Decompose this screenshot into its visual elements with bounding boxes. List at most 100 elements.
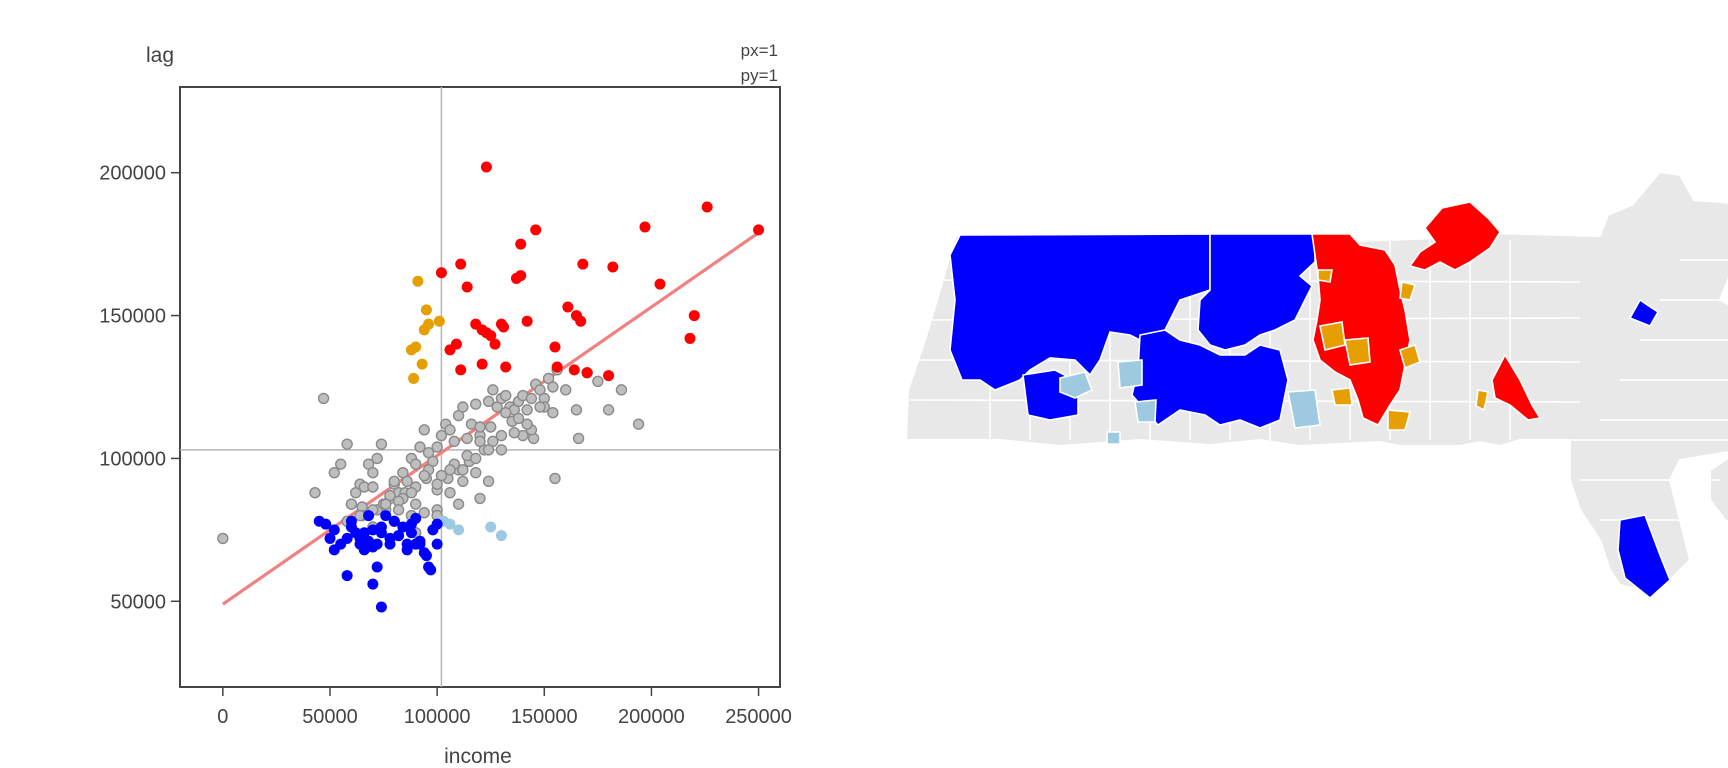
not-significant-point: [570, 404, 583, 416]
not-significant-point: [448, 435, 460, 447]
high-high-point: [489, 338, 501, 350]
not-significant-point: [470, 398, 482, 410]
high-low-point: [495, 530, 507, 542]
not-significant-point: [392, 504, 405, 516]
high-high-point: [684, 332, 696, 344]
low-high-point: [420, 304, 432, 316]
not-significant-point: [418, 507, 430, 519]
low-high-point: [408, 372, 420, 384]
low-high-point: [410, 341, 422, 353]
low-low-point: [324, 532, 336, 544]
low-low-point: [341, 570, 353, 582]
high-high-point: [461, 281, 473, 293]
not-significant-point: [217, 532, 229, 545]
not-significant-point: [512, 412, 525, 425]
not-significant-point: [341, 438, 353, 450]
low-low-point: [431, 538, 443, 550]
annotation-px: px=1: [741, 41, 778, 60]
low-low-cluster-southeast: [1617, 514, 1671, 600]
low-low-point: [367, 578, 379, 590]
low-high-point: [412, 275, 424, 287]
low-low-point: [388, 515, 400, 527]
low-low-point: [414, 535, 426, 547]
not-significant-point: [317, 392, 330, 405]
not-significant-point: [549, 472, 561, 485]
high-high-point: [639, 221, 651, 233]
not-significant-point: [461, 432, 473, 445]
not-significant-point: [444, 424, 456, 436]
not-significant-point: [418, 424, 430, 436]
not-significant-point: [547, 407, 559, 419]
high-low-point: [485, 521, 497, 533]
high-low-point: [453, 524, 465, 536]
not-significant-point: [482, 475, 495, 487]
low-high-patch: [1319, 321, 1346, 351]
not-significant-point: [444, 464, 456, 476]
x-tick-label: 200000: [618, 706, 685, 728]
not-significant-point: [431, 478, 443, 490]
regression-line: [221, 231, 760, 606]
not-significant-point: [560, 384, 572, 396]
high-high-point: [581, 367, 593, 379]
not-significant-point: [309, 487, 321, 499]
low-low-point: [393, 530, 405, 542]
not-significant-point: [328, 467, 340, 479]
not-significant-point: [521, 404, 533, 416]
low-high-point: [416, 358, 428, 370]
not-significant-point: [418, 469, 430, 482]
high-high-point: [577, 258, 589, 270]
high-high-point: [450, 338, 462, 350]
not-significant-point: [470, 452, 482, 465]
low-low-point: [363, 510, 375, 522]
high-high-cluster-east-coast: [1491, 353, 1542, 421]
high-low-patch: [1059, 371, 1094, 399]
not-significant-point: [444, 487, 456, 499]
x-axis-title: income: [444, 745, 512, 768]
low-low-cluster-west: [949, 233, 1211, 391]
high-high-point: [435, 267, 447, 279]
high-high-point: [455, 258, 467, 270]
not-significant-point: [572, 432, 585, 445]
low-low-point: [405, 527, 417, 539]
low-low-cluster-central: [1197, 233, 1316, 351]
high-high-point: [549, 341, 561, 353]
high-high-point: [654, 278, 666, 290]
lisa-cluster-map: [904, 170, 1728, 600]
low-low-point: [375, 521, 387, 533]
high-high-cluster-northeast: [1408, 201, 1501, 271]
not-significant-point: [435, 429, 448, 442]
not-significant-point: [380, 498, 392, 510]
not-significant-point: [592, 375, 604, 387]
not-significant-point: [474, 435, 486, 447]
high-high-point: [498, 321, 510, 333]
not-significant-point: [405, 487, 418, 499]
high-high-point: [701, 201, 713, 213]
low-high-patch: [1387, 409, 1412, 431]
not-significant-point: [485, 421, 497, 433]
not-significant-point: [521, 418, 533, 430]
low-low-point: [401, 544, 413, 556]
plot-frame: [179, 86, 781, 688]
low-low-point: [375, 601, 387, 613]
high-low-patch: [1117, 359, 1143, 389]
y-tick-label: 200000: [99, 163, 166, 185]
x-tick-label: 100000: [404, 706, 471, 728]
not-significant-point: [474, 421, 486, 433]
low-low-point: [345, 515, 357, 527]
not-significant-point: [414, 441, 426, 453]
not-significant-point: [431, 441, 443, 453]
not-significant-point: [470, 467, 482, 479]
x-tick-label: 150000: [511, 706, 578, 728]
x-tick-label: 0: [217, 706, 228, 728]
low-low-cluster-east-small: [1628, 298, 1660, 328]
not-significant-point: [508, 427, 520, 439]
high-high-point: [603, 370, 615, 382]
low-low-point: [320, 518, 332, 530]
low-high-patch: [1399, 343, 1421, 370]
high-high-point: [455, 364, 467, 376]
y-axis-title: lag: [146, 44, 174, 67]
low-high-patch: [1331, 387, 1353, 406]
high-high-point: [688, 310, 700, 322]
axis-ticks: 0 50000 100000 150000 200000 250000 50000 10000…: [99, 163, 792, 728]
not-significant-point: [632, 418, 645, 430]
